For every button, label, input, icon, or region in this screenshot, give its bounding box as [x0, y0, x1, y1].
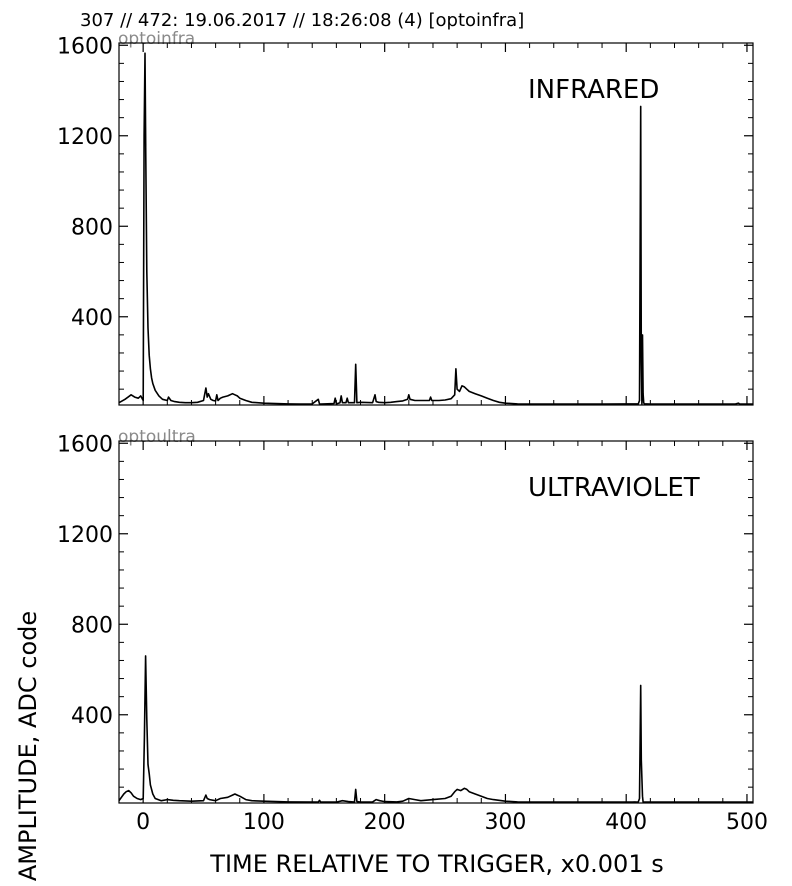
x-tick-label: 0 [136, 810, 150, 835]
y-tick-label: 400 [71, 306, 113, 331]
y-tick-label: 400 [71, 704, 113, 729]
x-tick-label: 400 [605, 810, 647, 835]
panel-label: ULTRAVIOLET [528, 473, 700, 503]
plot-frame [118, 42, 754, 406]
infrared-panel: optoinfra INFRARED 400 800 1200 1600 [57, 29, 754, 406]
y-tick-label: 1600 [57, 432, 113, 457]
ultraviolet-panel: optoultra ULTRAVIOLET 400 800 1200 1600 0 100… [57, 427, 768, 835]
channel-label: optoinfra [118, 29, 195, 49]
channel-label: optoultra [118, 427, 196, 447]
x-tick-label: 500 [726, 810, 768, 835]
y-tick-label: 1200 [57, 125, 113, 150]
panel-label: INFRARED [528, 75, 659, 105]
x-tick-label: 300 [484, 810, 526, 835]
y-axis-label: AMPLITUDE, ADC code [14, 611, 42, 881]
x-tick-label: 100 [243, 810, 285, 835]
plot-frame [118, 440, 754, 804]
x-tick-label: 200 [364, 810, 406, 835]
y-tick-label: 1200 [57, 523, 113, 548]
signal-trace [118, 655, 753, 803]
y-tick-label: 800 [71, 215, 113, 240]
figure-title: 307 // 472: 19.06.2017 // 18:26:08 (4) [… [80, 10, 524, 31]
signal-trace [118, 52, 753, 405]
y-tick-label: 800 [71, 613, 113, 638]
x-axis-label: TIME RELATIVE TO TRIGGER, x0.001 s [209, 850, 663, 878]
y-tick-label: 1600 [57, 34, 113, 59]
